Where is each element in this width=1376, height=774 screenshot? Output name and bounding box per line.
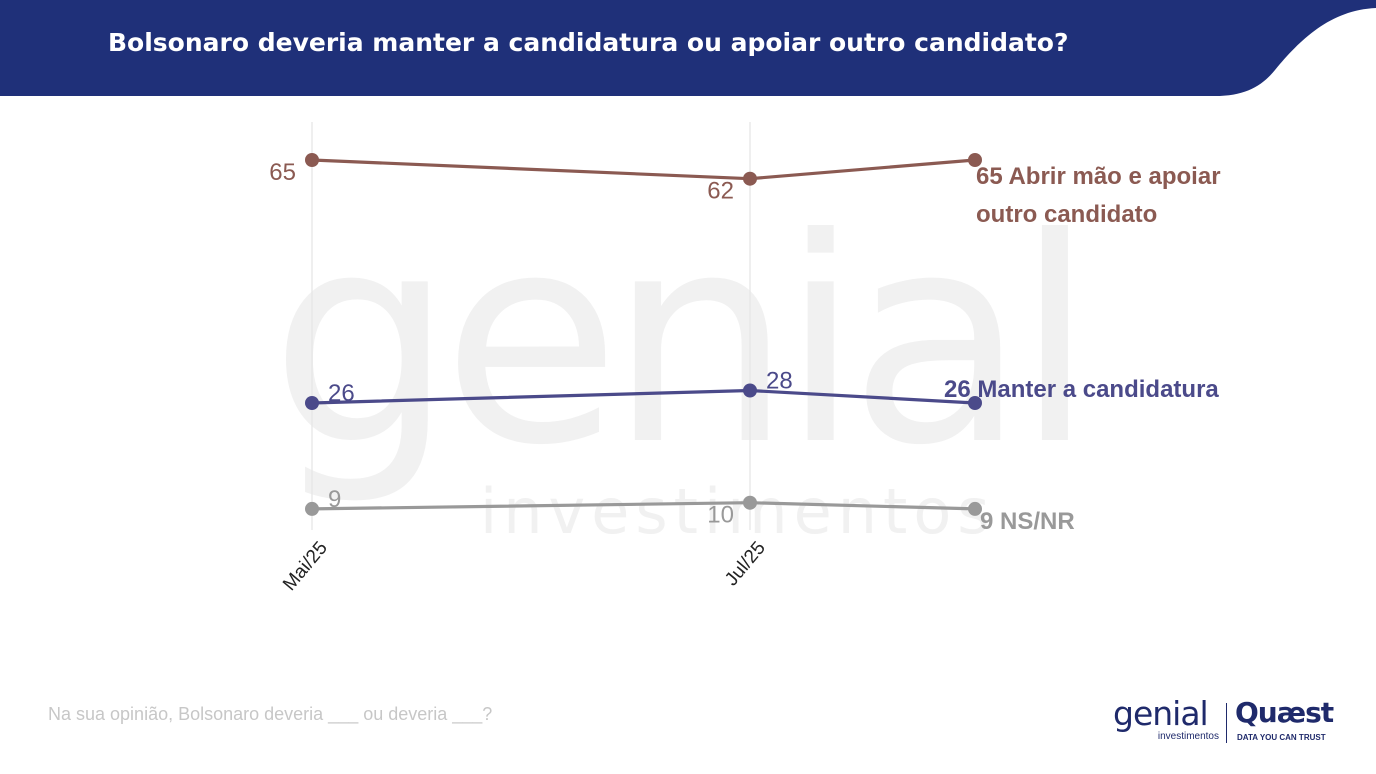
data-point-manter [968, 396, 982, 410]
genial-logo: genial investimentos [1113, 694, 1223, 746]
data-point-nsnr [305, 501, 319, 516]
data-label-abrir: 65 [269, 159, 296, 186]
end-label-manter: 26 Manter a candidatura [944, 376, 1219, 403]
x-tick-label: Mai/25 [279, 538, 332, 595]
data-label-manter: 26 [328, 380, 355, 407]
quaest-logo: Quæst DATA YOU CAN TRUST [1235, 696, 1345, 746]
data-label-nsnr: 10 [707, 502, 734, 529]
genial-logo-text: genial [1113, 694, 1209, 733]
header-banner-shape [0, 0, 1376, 96]
x-tick-label: Jul/25 [721, 538, 770, 590]
data-point-abrir [743, 171, 757, 186]
series-line-abrir [311, 158, 976, 181]
data-point-manter [743, 383, 757, 398]
header-banner [0, 0, 1376, 96]
data-label-nsnr: 9 [328, 486, 341, 513]
end-label-abrir: outro candidato [976, 201, 1157, 228]
data-label-abrir: 62 [707, 178, 734, 205]
page-title: Bolsonaro deveria manter a candidatura o… [108, 28, 1069, 57]
logo-divider [1226, 703, 1227, 743]
data-point-abrir [968, 153, 982, 167]
series-line-manter [311, 388, 976, 405]
series-line-nsnr [311, 501, 976, 511]
watermark-word: genial [270, 225, 1083, 509]
genial-logo-subtext: investimentos [1157, 731, 1219, 742]
data-label-manter: 28 [766, 368, 793, 395]
end-label-abrir: 65 Abrir mão e apoiar [976, 163, 1221, 190]
data-point-manter [305, 396, 319, 410]
quaest-logo-subtext: DATA YOU CAN TRUST [1237, 733, 1326, 742]
quaest-logo-text: Quæst [1235, 696, 1334, 729]
end-label-nsnr: 9 NS/NR [980, 508, 1075, 535]
watermark-subword: investimentos [480, 475, 996, 545]
genial-watermark: genial investimentos [270, 225, 1095, 545]
data-point-abrir [305, 153, 319, 167]
question-footnote: Na sua opinião, Bolsonaro deveria ___ ou… [48, 704, 493, 724]
data-point-nsnr [968, 501, 982, 516]
data-point-nsnr [743, 495, 757, 510]
